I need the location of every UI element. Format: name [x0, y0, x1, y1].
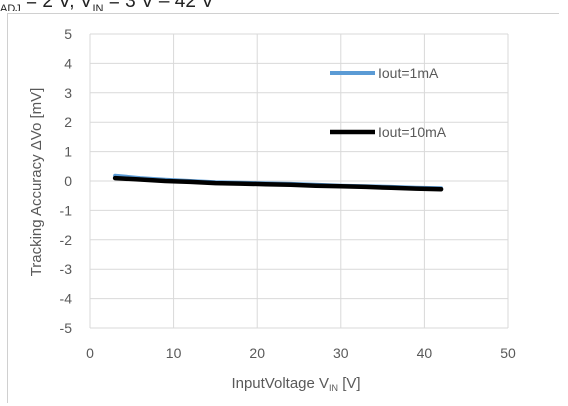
y-tick-label: 3	[64, 85, 72, 101]
x-tick-label: 20	[249, 345, 265, 361]
gridlines	[89, 33, 509, 329]
x-axis-label-unit: [V]	[338, 375, 361, 392]
y-tick-label: -5	[60, 320, 73, 336]
series-line-2	[112, 175, 444, 192]
x-tick-label: 10	[166, 345, 182, 361]
x-axis-label-sub: IN	[329, 383, 338, 393]
legend-label: Iout=10mA	[378, 124, 447, 140]
y-tick-label: 1	[64, 144, 72, 160]
figure-caption: ADJ = 2 V, VIN = 3 V – 42 V	[0, 0, 568, 11]
x-tick-label: 40	[417, 345, 433, 361]
caption-subscript-in: IN	[92, 2, 104, 11]
y-tick-label: -3	[60, 261, 73, 277]
caption-condition-2: = 3 V – 42 V	[103, 0, 214, 11]
y-tick-label: 2	[64, 114, 72, 130]
y-tick-label: 5	[64, 26, 72, 42]
chart-frame	[7, 13, 559, 403]
legend: Iout=1mA Iout=10mA	[330, 65, 447, 140]
y-tick-label: -4	[60, 291, 73, 307]
legend-label: Iout=1mA	[378, 65, 439, 81]
y-tick-label: 0	[64, 173, 72, 189]
series-lines	[112, 173, 444, 192]
x-tick-label: 50	[500, 345, 516, 361]
caption-condition-1: = 2 V, V	[20, 0, 93, 11]
x-tick-label: 30	[333, 345, 349, 361]
y-axis-label: Tracking Accuracy ΔVo [mV]	[28, 88, 45, 277]
x-axis-label: InputVoltage VIN [V]	[231, 375, 360, 393]
y-tick-label: -2	[60, 232, 73, 248]
y-tick-label: -1	[60, 202, 73, 218]
y-tick-label: 4	[64, 55, 72, 71]
x-tick-label: 0	[86, 345, 94, 361]
caption-subscript-adj: ADJ	[0, 2, 21, 11]
x-axis-label-main: InputVoltage V	[231, 375, 329, 392]
